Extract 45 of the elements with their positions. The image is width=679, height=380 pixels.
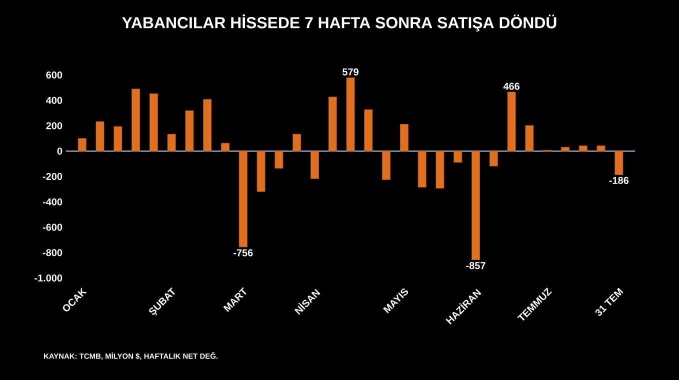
bar [310, 150, 319, 179]
bar [525, 125, 534, 152]
bar [454, 150, 462, 163]
chart-title: YABANCILAR HİSSEDE 7 HAFTA SONRA SATIŞA DÖNDÜ [122, 14, 556, 32]
y-tick-label: -600 [42, 224, 62, 231]
bar [292, 134, 302, 152]
y-tick-label: 0 [57, 148, 62, 155]
bar [256, 150, 266, 192]
bar [346, 77, 355, 152]
bar [96, 121, 104, 152]
y-tick-label: -1.000 [34, 274, 62, 282]
bar [185, 110, 194, 152]
data-label: -756 [234, 249, 253, 256]
bar [167, 134, 176, 152]
data-label: -186 [609, 176, 629, 184]
bar [149, 93, 158, 152]
bar [132, 88, 140, 152]
data-label: -857 [466, 262, 486, 270]
bar [328, 96, 337, 152]
y-tick-label: 400 [46, 96, 62, 104]
bar [614, 150, 624, 175]
bar [578, 146, 588, 152]
bar [114, 126, 122, 152]
bar [418, 150, 426, 188]
bar [364, 109, 373, 152]
y-tick-label: -800 [42, 249, 62, 256]
bar [400, 124, 408, 152]
bar [274, 150, 284, 169]
bar [78, 138, 86, 152]
bar [472, 150, 480, 260]
bar [561, 146, 570, 152]
bar [436, 150, 444, 188]
data-label: 579 [342, 68, 358, 76]
y-tick-label: 600 [46, 71, 62, 79]
bar [382, 150, 390, 180]
y-tick-label: -400 [42, 198, 62, 206]
bar [507, 92, 516, 152]
y-tick-label: 200 [46, 122, 62, 130]
bar [203, 99, 212, 152]
bar [221, 142, 230, 152]
bar [238, 150, 248, 248]
bar [596, 146, 606, 152]
y-tick-label: -200 [42, 172, 62, 180]
data-label: 466 [503, 82, 520, 90]
bar [489, 150, 498, 166]
